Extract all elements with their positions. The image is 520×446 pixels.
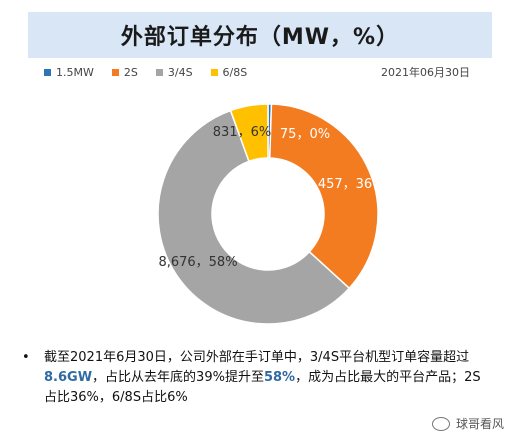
legend-item-1-5mw: 1.5MW [44, 66, 94, 79]
legend-swatch [44, 69, 51, 76]
donut-slice-2s [268, 103, 379, 290]
summary-text: 截至2021年6月30日，公司外部在手订单中，3/4S平台机型订单容量超过 8.6… [22, 348, 492, 408]
wechat-icon [431, 416, 450, 431]
bullet-dot: • [22, 350, 30, 365]
legend-label: 1.5MW [56, 66, 94, 79]
data-label-1-5mw: 75，0% [280, 127, 330, 142]
legend-swatch [111, 69, 119, 76]
summary-highlight-share: 58% [263, 370, 296, 385]
legend-label: 2S [123, 66, 138, 79]
summary-part1: 截至2021年6月30日，公司外部在手订单中，3/4S平台机型订单容量超过 [44, 350, 470, 365]
data-label-2s: 5,457，36% [305, 177, 384, 192]
legend-label: 3/4S [167, 66, 193, 79]
watermark-text: 球哥看风 [455, 417, 504, 431]
legend-label: 6/8S [222, 66, 248, 79]
summary-part2: ，占比从去年底的39%提升至 [92, 370, 264, 385]
legend-item-6-8s: 6/8S [210, 66, 248, 79]
donut-slice-6-8s [229, 103, 269, 163]
summary-highlight-capacity: 8.6GW [44, 370, 93, 385]
data-label-6-8s: 831，6% [213, 125, 271, 140]
legend-item-2s: 2S [111, 66, 138, 79]
title-band: 外部订单分布（MW，%） [28, 12, 492, 58]
summary-part3: ，成为占比最大的平台产品；2S占比36%，6/8S占比6% [44, 370, 481, 405]
chart-title: 外部订单分布（MW，%） [120, 25, 400, 50]
summary-bullet: • 截至2021年6月30日，公司外部在手订单中，3/4S平台机型订单容量超过 8… [22, 348, 492, 408]
watermark: 球哥看风 [431, 415, 504, 432]
date-label: 2021年06月30日 [381, 66, 470, 79]
legend: 1.5MW 2S 3/4S 6/8S [44, 66, 247, 79]
donut-chart: 75，0% 5,457，36% 8,676，58% 831，6% [157, 103, 385, 325]
legend-swatch [155, 69, 163, 76]
legend-swatch [210, 69, 218, 76]
donut-slice-3-4s [157, 109, 351, 325]
data-label-3-4s: 8,676，58% [158, 255, 237, 270]
legend-item-3-4s: 3/4S [155, 66, 193, 79]
